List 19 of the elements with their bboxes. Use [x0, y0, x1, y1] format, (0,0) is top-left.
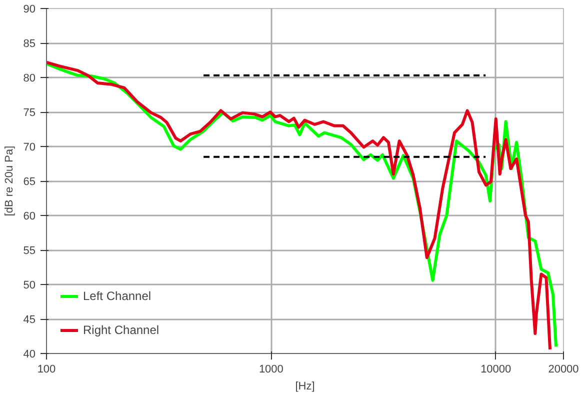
y-tick-label: 45 [23, 314, 36, 326]
y-tick-label: 70 [23, 142, 36, 154]
x-tick-label: 1000 [258, 364, 284, 376]
y-tick-label: 55 [23, 245, 36, 257]
legend-label: Right Channel [83, 323, 160, 337]
y-tick-label: 80 [23, 72, 36, 84]
y-tick-label: 75 [23, 107, 36, 119]
x-tick-label: 20000 [548, 364, 579, 376]
y-tick-label: 90 [23, 4, 36, 16]
legend-label: Left Channel [83, 289, 152, 303]
y-tick-label: 50 [23, 280, 36, 292]
x-tick-label: 10000 [480, 364, 512, 376]
x-axis-title: [Hz] [295, 380, 315, 392]
y-tick-label: 85 [23, 38, 36, 50]
y-tick-label: 65 [23, 176, 36, 188]
y-axis-title: [dB re 20u Pa] [3, 146, 16, 216]
y-tick-label: 60 [23, 210, 36, 222]
y-tick-label: 40 [23, 348, 36, 360]
x-tick-label: 100 [37, 364, 56, 376]
